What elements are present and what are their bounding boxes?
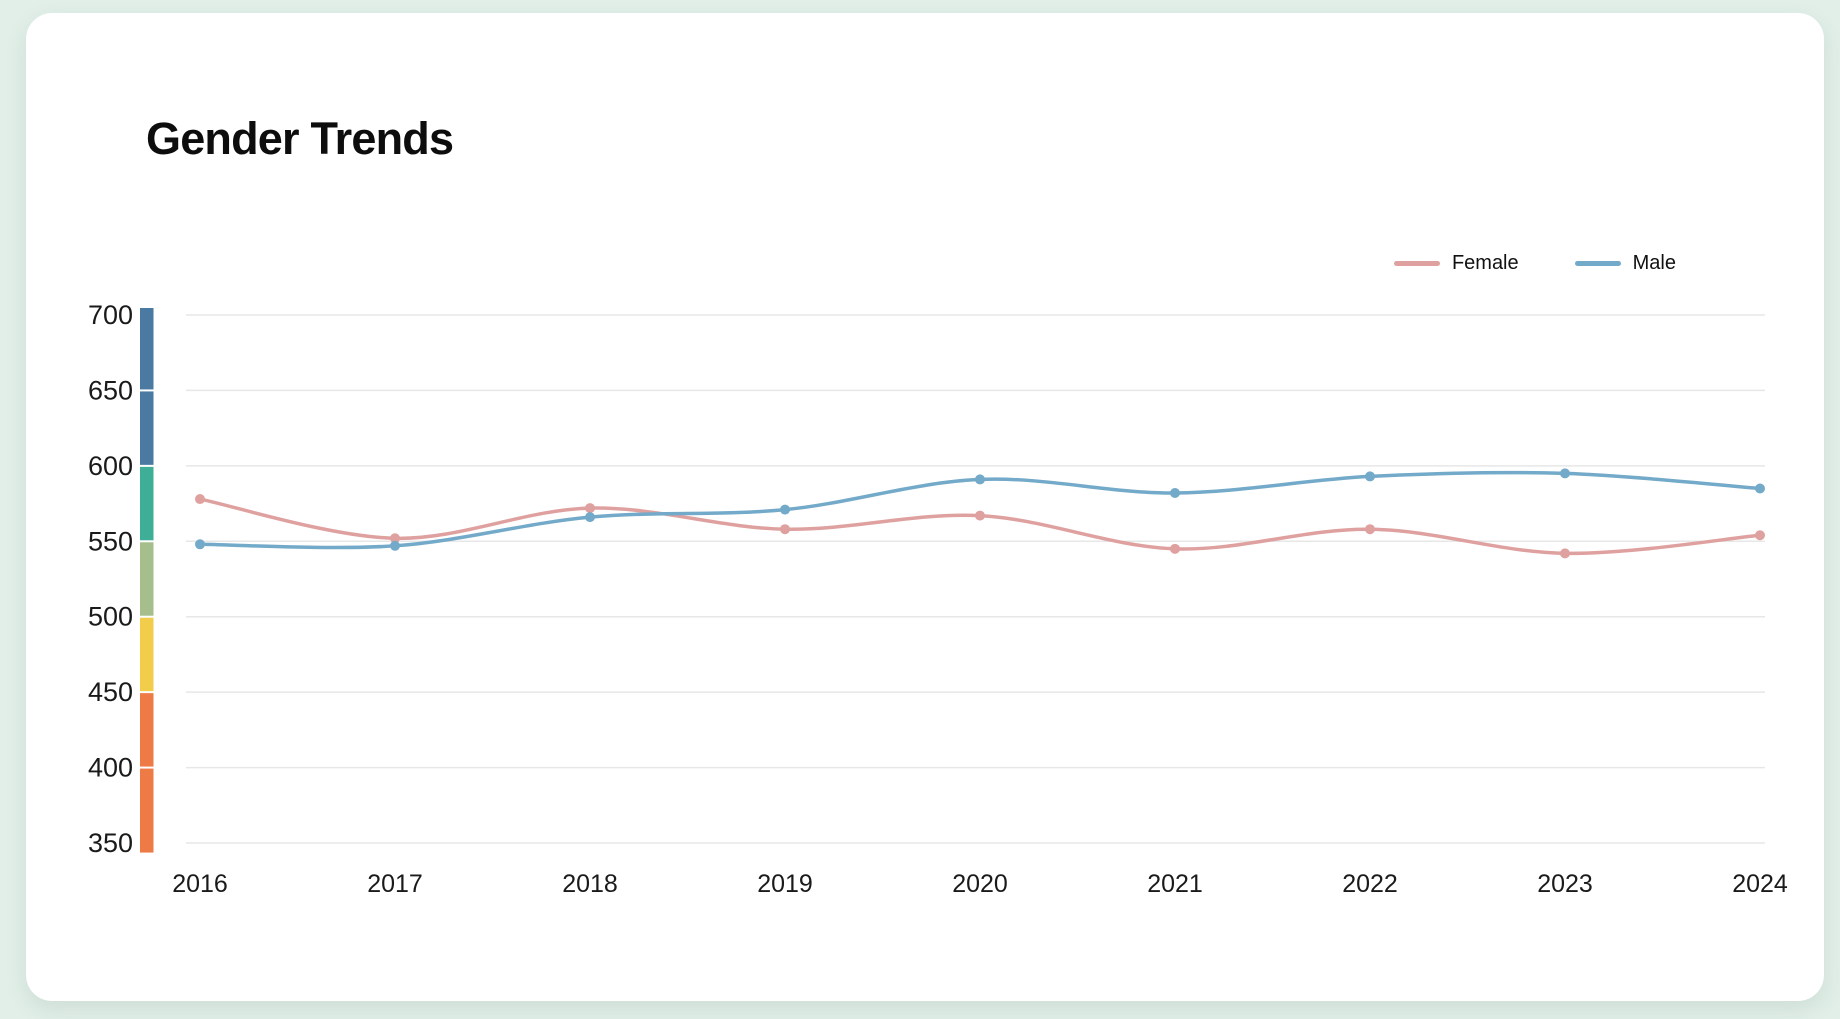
x-axis-tick-label: 2019: [757, 870, 813, 898]
legend-swatch-male: [1574, 260, 1621, 266]
x-axis-tick-label: 2020: [952, 870, 1008, 898]
colorbar-segment: [140, 391, 154, 465]
colorbar-segment: [140, 308, 154, 390]
chart-title: Gender Trends: [146, 113, 454, 164]
data-point-male[interactable]: [1170, 488, 1180, 499]
colorbar-segment: [140, 466, 154, 541]
data-point-female[interactable]: [195, 494, 205, 505]
y-axis-tick-label: 650: [88, 375, 133, 405]
series-line-female[interactable]: [198, 497, 1762, 556]
colorbar-segment: [140, 617, 154, 692]
data-point-male[interactable]: [390, 540, 400, 551]
x-axis-tick-label: 2018: [562, 870, 618, 898]
y-axis-tick-label: 550: [88, 526, 133, 556]
data-point-male[interactable]: [1560, 468, 1570, 479]
data-point-male[interactable]: [195, 539, 205, 550]
data-point-male[interactable]: [1755, 483, 1765, 494]
data-point-female[interactable]: [390, 533, 400, 544]
legend: Female Male: [1393, 250, 1676, 276]
data-point-female[interactable]: [975, 510, 985, 521]
y-axis-tick-label: 500: [88, 602, 133, 632]
data-point-male[interactable]: [585, 512, 595, 523]
chart-card: Gender Trends Female Male: [26, 13, 1824, 1001]
legend-item-male[interactable]: Male: [1574, 251, 1676, 275]
y-axis-tick-label: 600: [88, 451, 133, 481]
y-axis-tick-label: 400: [88, 753, 133, 783]
y-axis-tick-label: 700: [88, 300, 133, 330]
colorbar-segment: [140, 693, 154, 767]
y-axis-tick-label: 350: [88, 828, 133, 858]
data-point-female[interactable]: [1560, 548, 1570, 559]
legend-swatch-female: [1393, 260, 1440, 266]
x-axis-tick-label: 2016: [172, 870, 228, 898]
data-point-female[interactable]: [1365, 524, 1375, 535]
legend-label-female: Female: [1451, 251, 1519, 274]
colorbar-segment: [140, 542, 154, 616]
y-axis-tick-label: 450: [88, 677, 133, 707]
data-point-male[interactable]: [975, 474, 985, 485]
x-axis-tick-label: 2024: [1732, 870, 1788, 898]
x-axis-tick-label: 2021: [1147, 870, 1203, 898]
colorbar-segment: [140, 768, 154, 853]
legend-item-female[interactable]: Female: [1393, 251, 1519, 275]
data-point-male[interactable]: [1365, 471, 1375, 482]
data-point-female[interactable]: [780, 524, 790, 535]
data-point-male[interactable]: [780, 504, 790, 515]
legend-label-male: Male: [1632, 251, 1676, 274]
x-axis-tick-label: 2023: [1537, 870, 1593, 898]
data-point-female[interactable]: [1755, 530, 1765, 541]
x-axis-tick-label: 2022: [1342, 870, 1398, 898]
x-axis-tick-label: 2017: [367, 870, 423, 898]
data-point-female[interactable]: [585, 503, 595, 514]
data-point-female[interactable]: [1170, 543, 1180, 554]
